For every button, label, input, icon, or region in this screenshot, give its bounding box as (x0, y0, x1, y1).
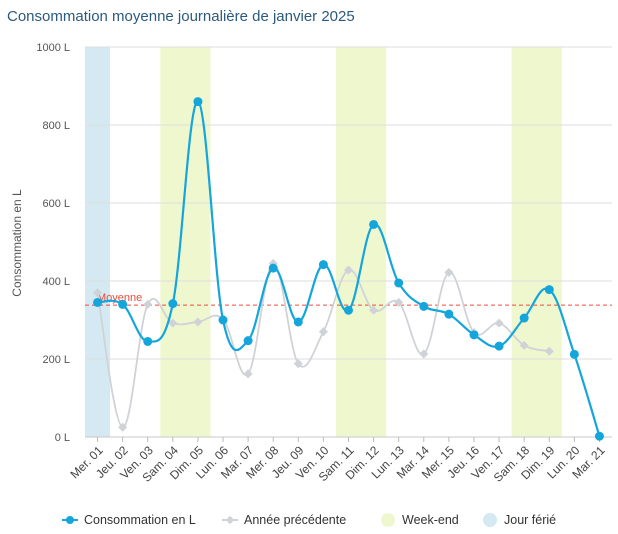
data-point-consommation (369, 219, 379, 229)
data-point-consommation (494, 341, 504, 351)
legend-label: Année précédente (244, 513, 346, 527)
data-point-consommation (118, 299, 128, 309)
data-point-annee-precedente (168, 318, 178, 328)
data-point-consommation (268, 263, 278, 273)
legend-label: Week-end (402, 513, 459, 527)
y-axis: 0 L 200 L 400 L 600 L 800 L 1000 L (36, 42, 70, 444)
data-point-annee-precedente (118, 422, 128, 432)
data-point-consommation (344, 305, 353, 315)
y-tick-label: 800 L (42, 120, 70, 132)
legend-marker (225, 515, 235, 525)
data-point-consommation (193, 97, 203, 107)
bands-layer (85, 47, 562, 437)
y-tick-label: 200 L (42, 354, 70, 366)
data-point-consommation (143, 336, 153, 346)
data-point-consommation (293, 317, 303, 327)
data-point-consommation (519, 313, 529, 323)
data-point-consommation (243, 336, 253, 346)
y-tick-label: 400 L (42, 276, 70, 288)
legend-label: Jour férié (504, 513, 556, 527)
data-point-consommation (569, 349, 579, 359)
data-point-consommation (444, 309, 454, 319)
legend-marker (483, 513, 497, 527)
data-point-annee-precedente (494, 318, 504, 328)
y-tick-label: 0 L (55, 432, 70, 444)
data-point-consommation (469, 330, 479, 340)
legend-label: Consommation en L (84, 513, 196, 527)
legend-marker (66, 516, 74, 524)
data-point-consommation (318, 260, 328, 270)
data-point-consommation (218, 315, 228, 325)
data-point-annee-precedente (193, 317, 203, 327)
data-point-annee-precedente (318, 327, 328, 337)
y-axis-label: Consommation en L (10, 189, 24, 297)
band-week-end (335, 47, 387, 437)
y-tick-label: 600 L (42, 198, 70, 210)
band-jour-f-ri- (85, 47, 111, 437)
band-week-end (160, 47, 211, 437)
data-point-consommation (394, 278, 404, 288)
data-point-annee-precedente (93, 288, 103, 298)
series-line-consommation (97, 100, 601, 437)
data-point-consommation (93, 297, 103, 307)
band-week-end (511, 47, 562, 437)
data-point-consommation (594, 431, 604, 441)
data-point-consommation (168, 299, 178, 309)
y-tick-label: 1000 L (36, 42, 70, 54)
data-point-annee-precedente (243, 369, 253, 379)
data-point-consommation (419, 301, 429, 311)
legend-marker (381, 513, 395, 527)
series-line-annee-precedente (96, 262, 550, 429)
data-point-consommation (544, 285, 554, 295)
data-point-annee-precedente (143, 299, 153, 309)
legend: Consommation en L Année précédente Week-en… (62, 513, 556, 527)
chart-title: Consommation moyenne journalière de janv… (7, 8, 355, 25)
